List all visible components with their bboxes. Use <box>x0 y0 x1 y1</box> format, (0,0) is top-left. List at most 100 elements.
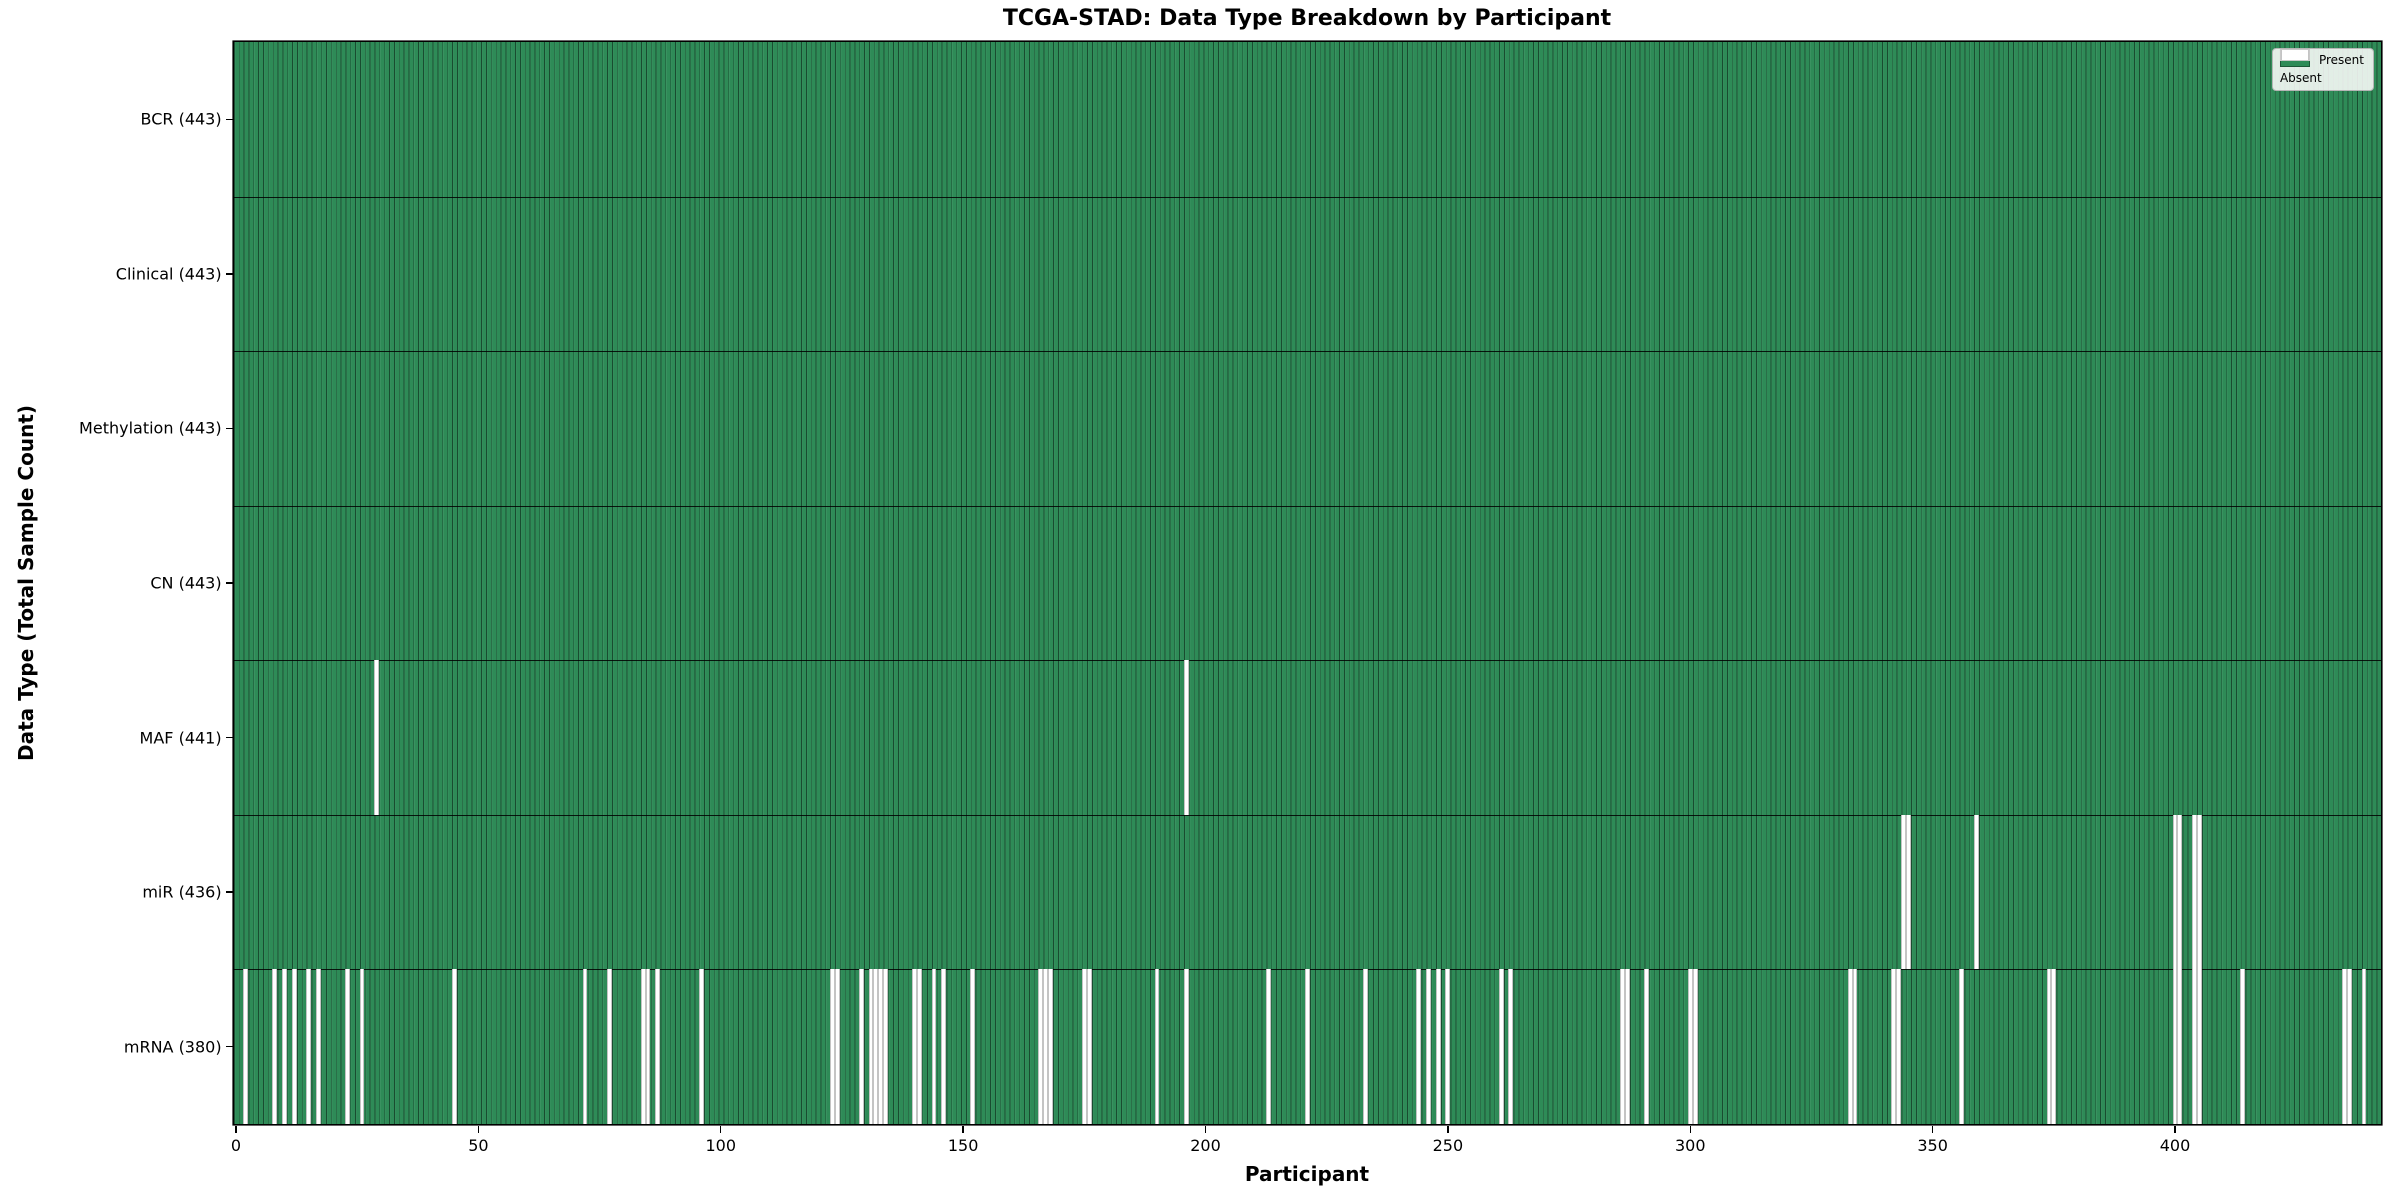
absent-bar <box>1081 969 1087 1124</box>
y-tick-mark <box>225 736 233 739</box>
legend-entry-absent: Absent <box>2279 49 2364 85</box>
absent-bar <box>1445 969 1451 1124</box>
absent-bar <box>2196 814 2202 970</box>
chart-title: TCGA-STAD: Data Type Breakdown by Partic… <box>1002 6 1612 31</box>
y-tick-mark <box>225 582 233 584</box>
absent-bar <box>1644 969 1650 1124</box>
y-tick-mark <box>225 118 233 120</box>
absent-bar <box>1973 814 1979 970</box>
x-tick-label-50: 50 <box>468 1136 489 1155</box>
absent-bar <box>698 969 704 1124</box>
absent-bar <box>917 969 922 1124</box>
absent-bar <box>1896 969 1902 1124</box>
absent-bar <box>291 969 297 1124</box>
heatmap-row-mir <box>233 814 2381 970</box>
absent-bar <box>1852 969 1858 1124</box>
absent-bar <box>1154 969 1160 1124</box>
absent-bar <box>912 969 918 1124</box>
y-tick-mark <box>225 1046 233 1048</box>
absent-bar <box>640 969 646 1124</box>
absent-bar <box>941 969 947 1124</box>
absent-bar <box>1692 969 1698 1124</box>
absent-bar <box>315 969 321 1124</box>
absent-bar <box>1047 969 1053 1124</box>
plot-area: Present Absent <box>233 42 2381 1124</box>
absent-bar <box>2361 969 2367 1124</box>
legend-present-label: Present <box>2318 53 2364 67</box>
x-tick-label-250: 250 <box>1432 1136 1464 1155</box>
absent-swatch <box>2279 49 2310 61</box>
absent-bar <box>858 969 864 1124</box>
y-tick-label-cn: CN (443) <box>150 573 222 593</box>
x-tick-mark <box>1931 1125 1934 1133</box>
absent-bar <box>345 969 350 1124</box>
absent-bar <box>1687 969 1693 1124</box>
absent-bar <box>1266 969 1271 1124</box>
absent-bar <box>1435 969 1441 1124</box>
x-tick-mark <box>1689 1125 1691 1133</box>
absent-bar <box>2177 814 2183 970</box>
y-tick-label-maf: MAF (441) <box>139 728 222 748</box>
x-tick-mark <box>1447 1125 1449 1133</box>
heatmap-row-cn <box>233 505 2381 661</box>
y-tick-label-mir: miR (436) <box>142 882 222 902</box>
absent-bar <box>1363 969 1368 1124</box>
absent-bar <box>243 969 249 1124</box>
legend-absent-label: Absent <box>2279 71 2322 85</box>
absent-bar <box>1901 814 1906 970</box>
absent-bar <box>306 969 312 1124</box>
y-tick-mark <box>225 891 233 893</box>
x-tick-mark <box>235 1125 237 1133</box>
absent-bar <box>1847 969 1853 1124</box>
heatmap-row-bcr <box>233 42 2381 197</box>
absent-bar <box>1426 969 1431 1124</box>
absent-bar <box>606 969 612 1124</box>
absent-bar <box>1183 969 1189 1124</box>
absent-bar <box>582 969 588 1124</box>
absent-bar <box>1891 969 1897 1124</box>
absent-bar <box>374 660 379 815</box>
absent-bar <box>2342 969 2348 1124</box>
absent-bar <box>2177 969 2183 1124</box>
absent-bar <box>359 969 365 1124</box>
absent-bar <box>1619 969 1625 1124</box>
absent-bar <box>970 969 976 1124</box>
x-tick-mark <box>1204 1125 1207 1133</box>
x-tick-label-400: 400 <box>2159 1136 2191 1155</box>
y-tick-label-mrna: mRNA (380) <box>123 1037 222 1057</box>
x-axis-title: Participant <box>1244 1162 1370 1186</box>
x-tick-label-300: 300 <box>1674 1136 1706 1155</box>
absent-bar <box>1086 969 1092 1124</box>
x-tick-label-350: 350 <box>1917 1136 1948 1155</box>
x-tick-mark <box>2174 1125 2176 1133</box>
x-tick-mark <box>720 1125 722 1133</box>
absent-bar <box>868 969 874 1124</box>
absent-bar <box>1624 969 1630 1124</box>
absent-bar <box>2172 969 2178 1124</box>
legend: Present Absent <box>2271 48 2374 91</box>
absent-bar <box>451 969 457 1124</box>
absent-bar <box>931 969 937 1124</box>
absent-bar <box>272 969 278 1124</box>
absent-bar <box>2051 969 2057 1124</box>
x-tick-label-150: 150 <box>947 1136 979 1155</box>
absent-bar <box>883 969 888 1124</box>
absent-bar <box>2196 969 2202 1124</box>
absent-bar <box>2172 814 2178 970</box>
absent-bar <box>878 969 884 1124</box>
absent-bar <box>2191 814 2197 970</box>
absent-bar <box>829 969 835 1124</box>
absent-bar <box>2046 969 2052 1124</box>
x-tick-mark <box>962 1125 964 1133</box>
absent-bar <box>1498 969 1504 1124</box>
absent-bar <box>1043 969 1048 1124</box>
absent-bar <box>1183 660 1189 815</box>
x-tick-label-100: 100 <box>705 1136 737 1155</box>
x-tick-label-0: 0 <box>230 1136 242 1155</box>
heatmap-row-clinical <box>233 196 2381 352</box>
y-tick-label-methylation: Methylation (443) <box>79 418 222 438</box>
absent-bar <box>645 969 651 1124</box>
absent-bar <box>2191 969 2197 1124</box>
y-tick-label-bcr: BCR (443) <box>140 109 222 129</box>
